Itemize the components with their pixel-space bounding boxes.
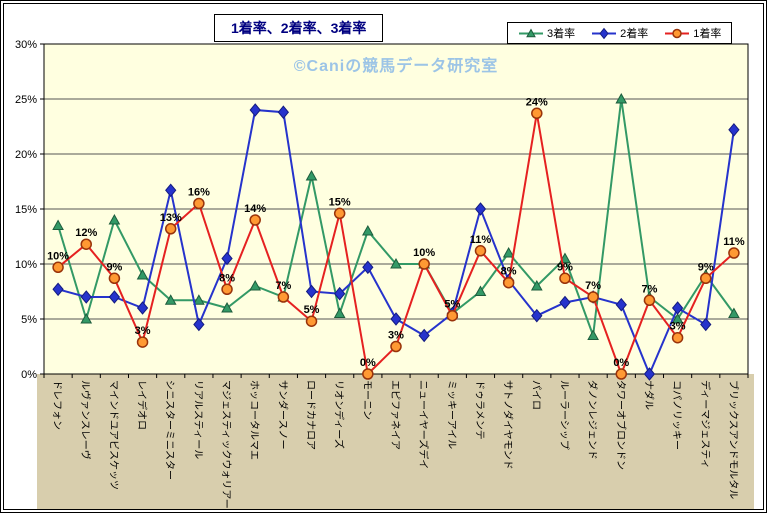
- svg-text:マインドユアビスケッツ: マインドユアビスケッツ: [107, 380, 119, 490]
- svg-text:ナダル: ナダル: [642, 380, 655, 410]
- chart-title: 1着率、2着率、3着率: [214, 14, 384, 42]
- svg-text:7%: 7%: [275, 280, 291, 292]
- svg-text:サトノダイヤモンド: サトノダイヤモンド: [502, 380, 515, 470]
- svg-text:ドレフォン: ドレフォン: [51, 380, 62, 430]
- svg-text:16%: 16%: [188, 187, 210, 199]
- svg-text:サンダースノー: サンダースノー: [276, 380, 289, 450]
- svg-text:10%: 10%: [15, 259, 37, 271]
- svg-text:シニスターミニスター: シニスターミニスター: [164, 380, 176, 480]
- watermark: ©Caniの競馬データ研究室: [293, 58, 499, 75]
- svg-text:リオンディーズ: リオンディーズ: [333, 380, 346, 449]
- svg-text:ミッキーアイル: ミッキーアイル: [445, 380, 456, 449]
- legend-diamond-icon: [592, 27, 617, 39]
- svg-text:コパノリッキー: コパノリッキー: [671, 380, 683, 450]
- svg-text:8%: 8%: [219, 272, 235, 284]
- svg-text:13%: 13%: [160, 212, 182, 224]
- legend-item-label: 1着率: [693, 28, 722, 40]
- svg-text:ドゥラメンテ: ドゥラメンテ: [473, 380, 485, 440]
- line-chart: 0% 5% 10% 15% 20% 25% 30% ドレフォン ルヴァンスレーヴ マインドユアビス…: [15, 39, 754, 509]
- legend-triangle-icon: [519, 27, 543, 37]
- svg-text:14%: 14%: [244, 203, 266, 215]
- legend-item-label: 2着率: [620, 28, 649, 40]
- svg-text:9%: 9%: [698, 261, 714, 273]
- svg-text:0%: 0%: [21, 369, 37, 381]
- svg-text:25%: 25%: [15, 94, 37, 106]
- svg-text:12%: 12%: [75, 227, 97, 239]
- svg-text:9%: 9%: [557, 261, 573, 273]
- svg-text:エピファネイア: エピファネイア: [389, 380, 401, 450]
- svg-text:レイデオロ: レイデオロ: [136, 380, 149, 430]
- svg-text:リアルスティール: リアルスティール: [192, 380, 203, 459]
- svg-text:モーニン: モーニン: [361, 380, 372, 420]
- svg-text:ブリックスアンドモルタル: ブリックスアンドモルタル: [727, 380, 740, 499]
- svg-text:マジェスティックウォリアー: マジェスティックウォリアー: [220, 380, 232, 509]
- svg-text:ロードカナロア: ロードカナロア: [305, 380, 317, 450]
- svg-text:タワーオブロンドン: タワーオブロンドン: [614, 380, 627, 470]
- svg-text:10%: 10%: [413, 247, 435, 259]
- svg-text:パイロ: パイロ: [530, 380, 542, 410]
- svg-text:ホッコータルマエ: ホッコータルマエ: [248, 380, 260, 460]
- svg-text:3%: 3%: [670, 321, 686, 333]
- svg-text:ルーラーシップ: ルーラーシップ: [558, 380, 570, 450]
- legend-item-label: 3着率: [547, 28, 576, 40]
- svg-text:ニューイヤーズデイ: ニューイヤーズデイ: [417, 380, 430, 469]
- svg-text:20%: 20%: [15, 149, 37, 161]
- svg-text:ディーマジェスティ: ディーマジェスティ: [699, 380, 712, 469]
- svg-text:ダノンレジェンド: ダノンレジェンド: [586, 380, 599, 460]
- svg-text:0%: 0%: [613, 357, 629, 369]
- legend-item: 2着率: [591, 25, 648, 41]
- svg-text:11%: 11%: [723, 236, 745, 248]
- svg-text:9%: 9%: [106, 261, 122, 273]
- svg-text:3%: 3%: [388, 330, 404, 342]
- legend-item: 3着率: [518, 25, 575, 41]
- legend-circle-icon: [665, 28, 690, 38]
- svg-text:30%: 30%: [15, 39, 37, 51]
- svg-text:5%: 5%: [21, 314, 37, 326]
- svg-text:11%: 11%: [470, 234, 492, 246]
- svg-text:ルヴァンスレーヴ: ルヴァンスレーヴ: [79, 380, 92, 460]
- svg-text:0%: 0%: [360, 357, 376, 369]
- svg-text:10%: 10%: [47, 250, 69, 262]
- legend-item: 1着率: [664, 25, 721, 41]
- svg-text:3%: 3%: [135, 325, 151, 337]
- svg-text:7%: 7%: [585, 280, 601, 292]
- svg-text:5%: 5%: [444, 299, 460, 311]
- svg-text:15%: 15%: [15, 204, 37, 216]
- svg-text:15%: 15%: [329, 196, 351, 208]
- svg-text:5%: 5%: [304, 304, 320, 316]
- svg-text:7%: 7%: [641, 283, 657, 295]
- svg-text:24%: 24%: [526, 96, 548, 108]
- legend: 3着率 2着率 1着率: [507, 22, 733, 44]
- svg-text:8%: 8%: [501, 266, 517, 278]
